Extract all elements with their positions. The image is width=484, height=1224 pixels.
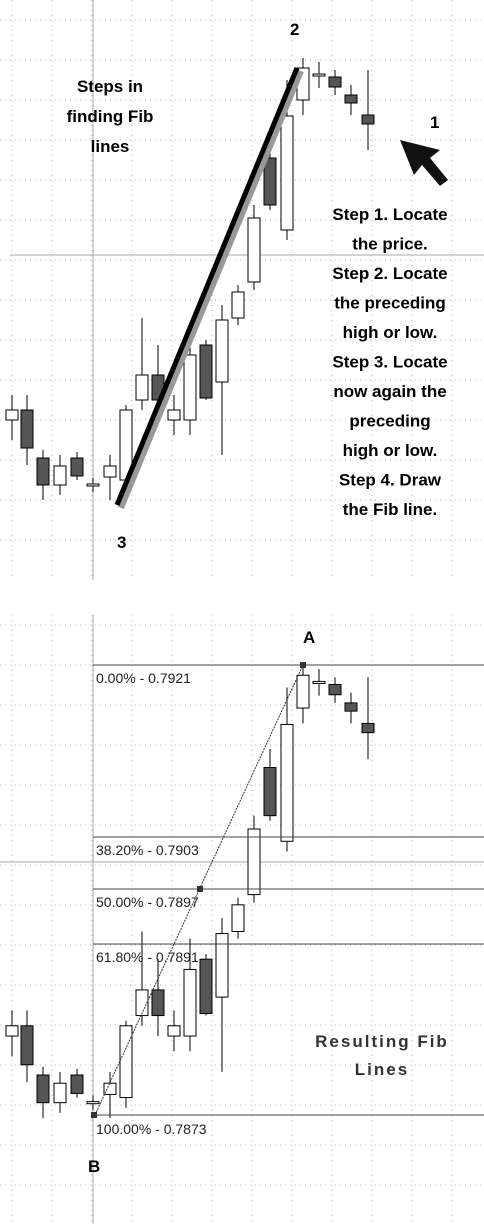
candle-body — [20, 1025, 34, 1066]
candle-body — [231, 291, 245, 319]
candle-body — [103, 465, 117, 478]
fib-label: 100.00% - 0.7873 — [96, 1121, 207, 1137]
candle-body — [263, 767, 277, 817]
candle-body — [5, 1025, 19, 1037]
fib-labels: 0.00% - 0.7921 38.20% - 0.7903 50.00% - … — [96, 670, 207, 1137]
candle-body — [296, 674, 310, 709]
candle-body — [36, 1074, 50, 1104]
candle-body — [103, 1082, 117, 1095]
candle-body — [215, 933, 229, 998]
candle-body — [361, 114, 375, 125]
step-line: the price. — [352, 235, 428, 254]
candle-body — [70, 1074, 84, 1094]
candle-body — [199, 958, 213, 1014]
candle-body — [280, 115, 294, 231]
candle-body — [86, 1101, 100, 1105]
handle — [300, 662, 306, 668]
title: Steps in finding Fib lines — [67, 77, 154, 156]
candle-body — [247, 217, 261, 283]
candle-body — [135, 989, 149, 1017]
candle-body — [328, 76, 342, 88]
step-line: high or low. — [343, 323, 438, 342]
trend-shadow — [118, 69, 304, 510]
candle-body — [328, 683, 342, 696]
candle-body — [167, 409, 181, 421]
candle-body — [312, 680, 326, 684]
candle-body — [20, 409, 34, 449]
caption-line: Lines — [355, 1060, 409, 1079]
fib-label: 0.00% - 0.7921 — [96, 670, 191, 686]
title-line: finding Fib — [67, 107, 154, 126]
trend-line — [114, 67, 300, 506]
candle-body — [151, 989, 165, 1017]
step-line: Step 2. Locate — [332, 264, 447, 283]
fib-label: 38.20% - 0.7903 — [96, 842, 199, 858]
point-label: 2 — [290, 20, 299, 39]
caption: Resulting Fib Lines — [315, 1032, 449, 1079]
step-line: now again the — [333, 382, 446, 401]
candle-body — [119, 1025, 133, 1099]
candle-body — [167, 1025, 181, 1037]
candles — [5, 58, 375, 1119]
fib-lines — [93, 664, 484, 1116]
step-line: Step 1. Locate — [332, 205, 447, 224]
step-line: preceding — [349, 412, 430, 431]
point-label: 1 — [430, 113, 439, 132]
candle-body — [199, 344, 213, 399]
step-line: Step 3. Locate — [332, 353, 447, 372]
point-label: B — [88, 1157, 100, 1176]
candle-body — [53, 1082, 67, 1104]
handle — [91, 1112, 97, 1118]
candle-body — [70, 457, 84, 477]
fib-label: 61.80% - 0.7891 — [96, 949, 199, 965]
candle-body — [344, 94, 358, 104]
candle-body — [231, 904, 245, 932]
candle-body — [361, 722, 375, 734]
point-label: 3 — [117, 533, 126, 552]
candle-body — [215, 319, 229, 383]
point-label: A — [303, 628, 315, 647]
candle-body — [135, 374, 149, 401]
candle-body — [263, 157, 277, 206]
step-line: Step 4. Draw — [339, 471, 442, 490]
candle-body — [183, 354, 197, 421]
steps: Step 1. Locate the price. Step 2. Locate th… — [332, 205, 447, 519]
candle-body — [344, 702, 358, 712]
arrow — [400, 140, 448, 186]
candle-body — [53, 465, 67, 486]
step-line: the preceding — [334, 294, 445, 313]
candle-body — [36, 457, 50, 486]
title-line: Steps in — [77, 77, 143, 96]
title-line: lines — [91, 137, 130, 156]
candle-body — [183, 968, 197, 1037]
candle-body — [280, 723, 294, 842]
handle — [197, 886, 203, 892]
candle-body — [86, 483, 100, 487]
step-line: the Fib line. — [343, 500, 437, 519]
candle-body — [5, 409, 19, 421]
step-line: high or low. — [343, 441, 438, 460]
candle-body — [247, 828, 261, 896]
fib-label: 50.00% - 0.7897 — [96, 894, 199, 910]
candle-body — [312, 73, 326, 77]
caption-line: Resulting Fib — [315, 1032, 449, 1051]
